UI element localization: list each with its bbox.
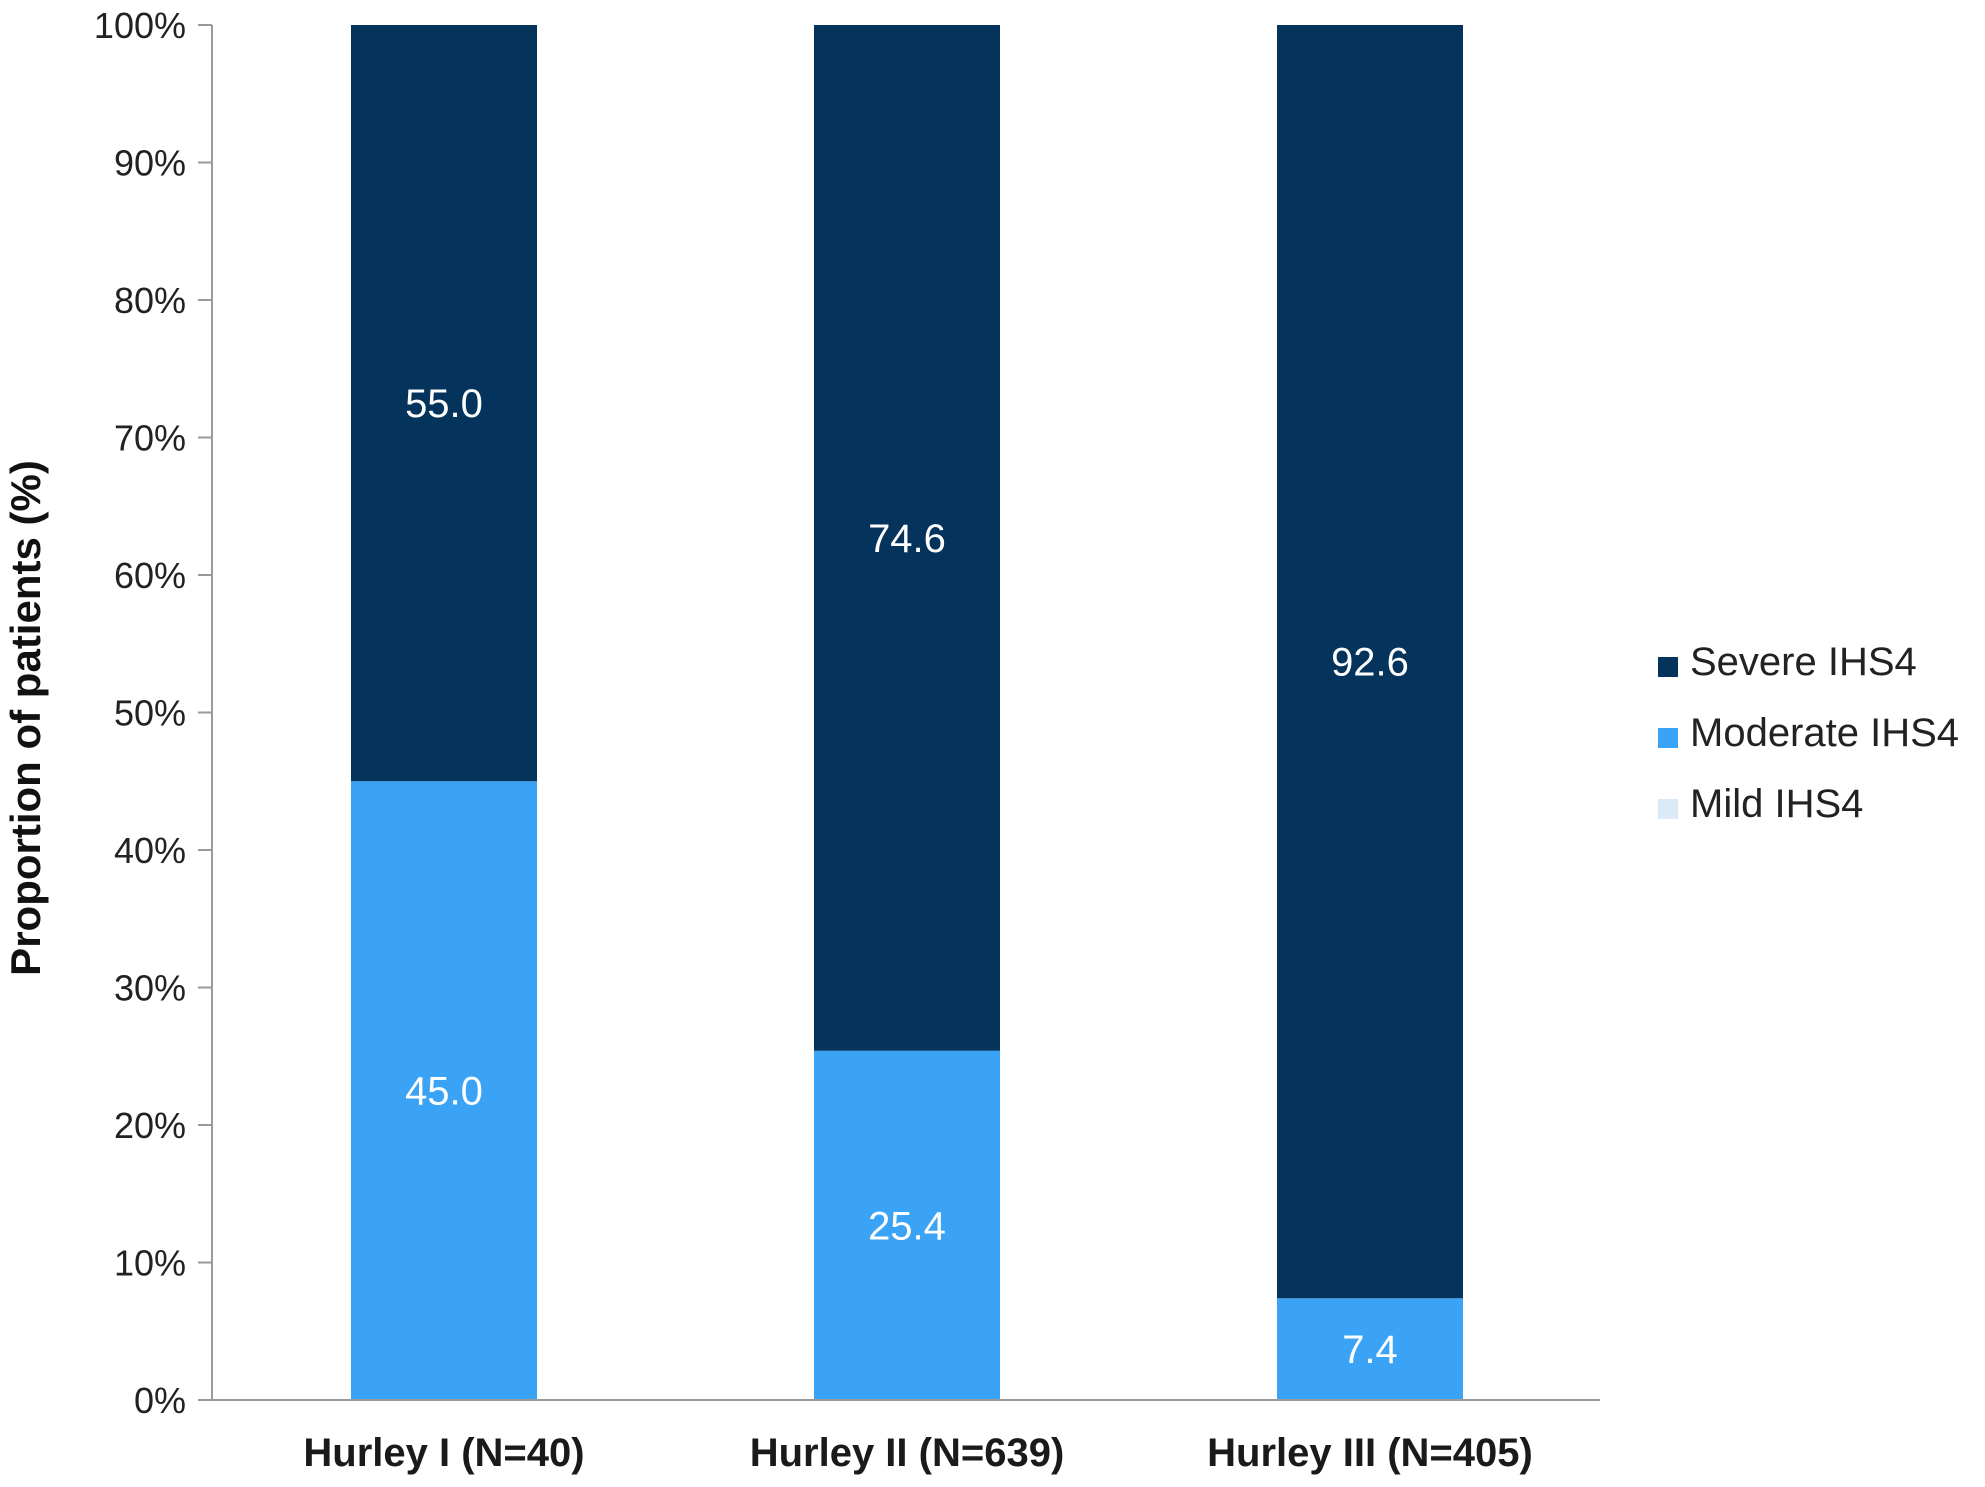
legend: Severe IHS4 Moderate IHS4 Mild IHS4 <box>1658 640 1959 826</box>
x-tick-label: Hurley III (N=405) <box>1207 1431 1533 1475</box>
legend-label: Moderate IHS4 <box>1690 711 1959 755</box>
data-label: 92.6 <box>1331 641 1409 685</box>
bar-segment <box>1277 25 1463 1299</box>
x-tick-label: Hurley I (N=40) <box>303 1431 584 1475</box>
data-label: 45.0 <box>405 1070 483 1114</box>
data-label: 7.4 <box>1342 1328 1398 1372</box>
data-label: 55.0 <box>405 382 483 426</box>
bar-segment <box>1277 1298 1463 1400</box>
y-tick-label: 100% <box>94 5 186 46</box>
y-tick-label: 60% <box>114 555 186 596</box>
y-axis-title: Proportion of patients (%) <box>2 460 49 976</box>
y-tick-label: 90% <box>114 143 186 184</box>
bar-segment <box>814 25 1000 1051</box>
legend-swatch <box>1658 728 1678 748</box>
y-tick-label: 10% <box>114 1243 186 1284</box>
y-tick-label: 80% <box>114 280 186 321</box>
legend-swatch <box>1658 799 1678 819</box>
legend-label: Mild IHS4 <box>1690 782 1863 826</box>
y-tick-label: 40% <box>114 830 186 871</box>
y-tick-label: 30% <box>114 968 186 1009</box>
bars <box>351 25 1463 1400</box>
data-label: 74.6 <box>868 517 946 561</box>
legend-swatch <box>1658 657 1678 677</box>
y-tick-label: 50% <box>114 693 186 734</box>
y-tick-label: 0% <box>134 1380 186 1421</box>
bar-segment <box>814 1050 1000 1400</box>
y-tick-label: 70% <box>114 418 186 459</box>
x-axis: Hurley I (N=40) Hurley II (N=639) Hurley I… <box>212 1399 1600 1475</box>
data-labels: 45.0 55.0 25.4 74.6 7.4 92.6 <box>405 382 1409 1372</box>
x-tick-label: Hurley II (N=639) <box>750 1431 1065 1475</box>
y-axis: 0% 10% 20% 30% 40% 50% 60% 70% 80% 90% 100% <box>94 5 213 1421</box>
legend-label: Severe IHS4 <box>1690 640 1917 684</box>
data-label: 25.4 <box>868 1204 946 1248</box>
bar-segment <box>351 781 537 1400</box>
bar-segment <box>351 25 537 782</box>
y-tick-label: 20% <box>114 1105 186 1146</box>
